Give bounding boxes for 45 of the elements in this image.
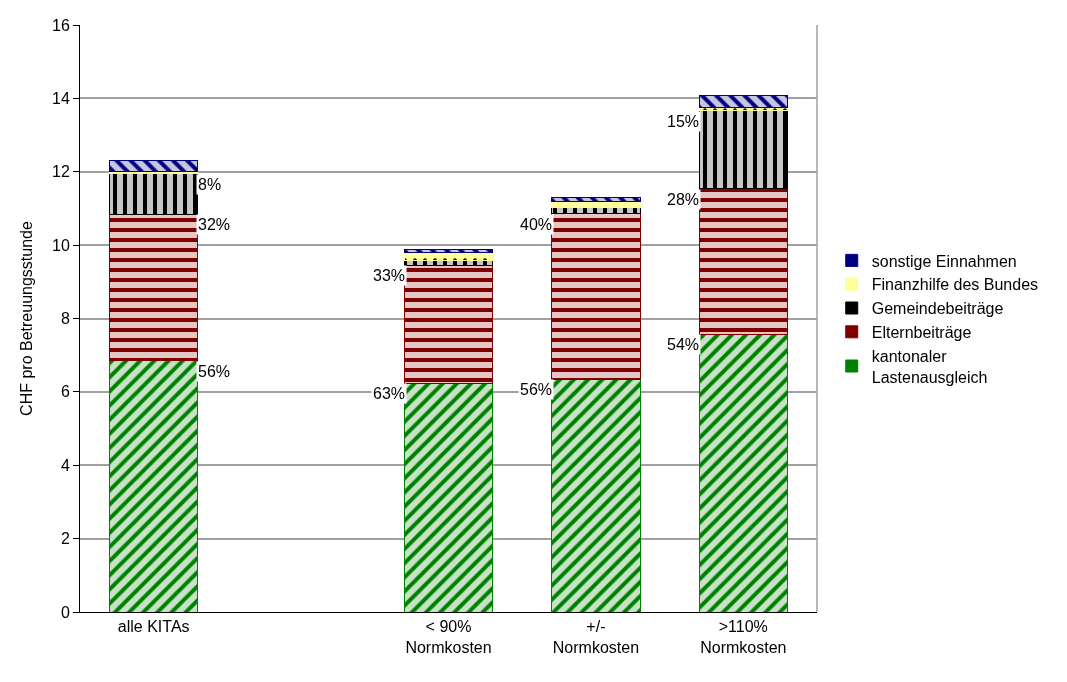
annotation: 33% <box>373 267 406 284</box>
bar <box>108 159 199 172</box>
y-tick-label: 16 <box>52 16 70 34</box>
text: kantonaler Lastenausgleich <box>871 347 988 386</box>
annotation: 56% <box>520 381 553 398</box>
y-tick-label: 12 <box>52 163 70 181</box>
x-tick-label: alle KITAs <box>117 618 190 636</box>
annotation: 54% <box>667 336 700 353</box>
y-tick-label: 10 <box>52 236 70 254</box>
y-tick-label: 0 <box>60 603 70 621</box>
annotation: 40% <box>520 216 553 233</box>
annotation: 8% <box>198 176 222 193</box>
y-tick-label: 2 <box>60 530 70 548</box>
y-axis-title: CHF pro Betreuungsstunde <box>17 221 35 416</box>
bar <box>403 382 494 612</box>
bar <box>551 206 641 215</box>
annotation: 32% <box>198 216 231 233</box>
y-tick-label: 8 <box>60 310 70 328</box>
bar <box>403 264 494 384</box>
annotation: 56% <box>198 363 231 380</box>
bar <box>551 197 641 202</box>
bar <box>403 252 494 262</box>
bar <box>698 188 789 335</box>
y-tick-label: 6 <box>60 383 70 401</box>
text: sonstige Einnahmen <box>871 252 1017 270</box>
x-tick-label: +/- Normkosten <box>552 618 640 656</box>
x-tick-label: < 90% Normkosten <box>405 618 492 656</box>
bar <box>108 360 199 612</box>
y-tick-label: 4 <box>60 456 70 474</box>
annotation: 63% <box>373 385 406 402</box>
x-tick-label: >110% Normkosten <box>700 618 787 656</box>
text: Gemeindebeiträge <box>871 300 1004 318</box>
bar <box>698 95 789 109</box>
bar <box>698 110 789 190</box>
y-tick-label: 14 <box>52 89 70 107</box>
annotation: 28% <box>667 191 700 208</box>
bar <box>403 249 494 254</box>
bar <box>698 333 789 612</box>
annotation: 15% <box>667 113 700 130</box>
text: Elternbeiträge <box>871 324 972 342</box>
bar <box>551 213 641 380</box>
bar <box>108 173 199 215</box>
bar <box>108 213 199 362</box>
bar <box>551 378 641 612</box>
text: Finanzhilfe des Bundes <box>871 276 1039 294</box>
